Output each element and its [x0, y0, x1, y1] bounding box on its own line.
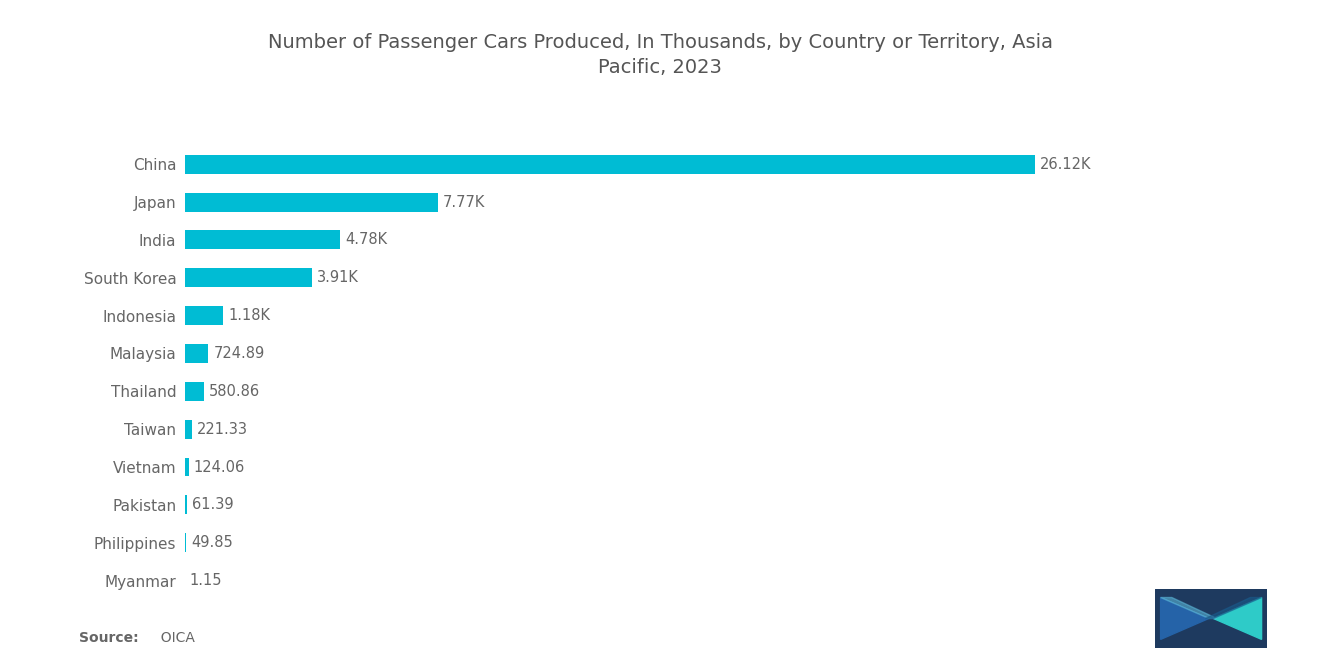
Bar	[185, 306, 223, 325]
Text: 580.86: 580.86	[209, 384, 260, 399]
Text: 61.39: 61.39	[191, 497, 234, 512]
Polygon shape	[1213, 597, 1262, 640]
Text: Source:: Source:	[79, 631, 139, 645]
Text: 49.85: 49.85	[191, 535, 234, 550]
Bar	[185, 344, 209, 363]
Polygon shape	[1160, 597, 1209, 640]
Text: 7.77K: 7.77K	[442, 195, 484, 209]
Text: OICA: OICA	[152, 631, 194, 645]
Text: 1.18K: 1.18K	[228, 308, 271, 323]
Text: 1.15: 1.15	[190, 573, 222, 588]
Bar	[185, 533, 186, 552]
Bar	[185, 193, 438, 211]
Text: 26.12K: 26.12K	[1040, 157, 1092, 172]
Bar	[185, 495, 187, 514]
Bar	[185, 420, 191, 439]
Text: 724.89: 724.89	[214, 346, 264, 361]
Bar	[185, 155, 1035, 174]
Bar	[185, 458, 189, 477]
Bar	[185, 231, 341, 249]
Text: 221.33: 221.33	[197, 422, 248, 437]
Polygon shape	[1160, 597, 1217, 618]
Text: 3.91K: 3.91K	[317, 270, 359, 285]
Text: Number of Passenger Cars Produced, In Thousands, by Country or Territory, Asia
P: Number of Passenger Cars Produced, In Th…	[268, 33, 1052, 77]
Text: 124.06: 124.06	[194, 460, 246, 475]
Bar	[185, 268, 312, 287]
Text: 4.78K: 4.78K	[346, 233, 388, 247]
Polygon shape	[1205, 597, 1262, 618]
Bar	[185, 382, 203, 401]
